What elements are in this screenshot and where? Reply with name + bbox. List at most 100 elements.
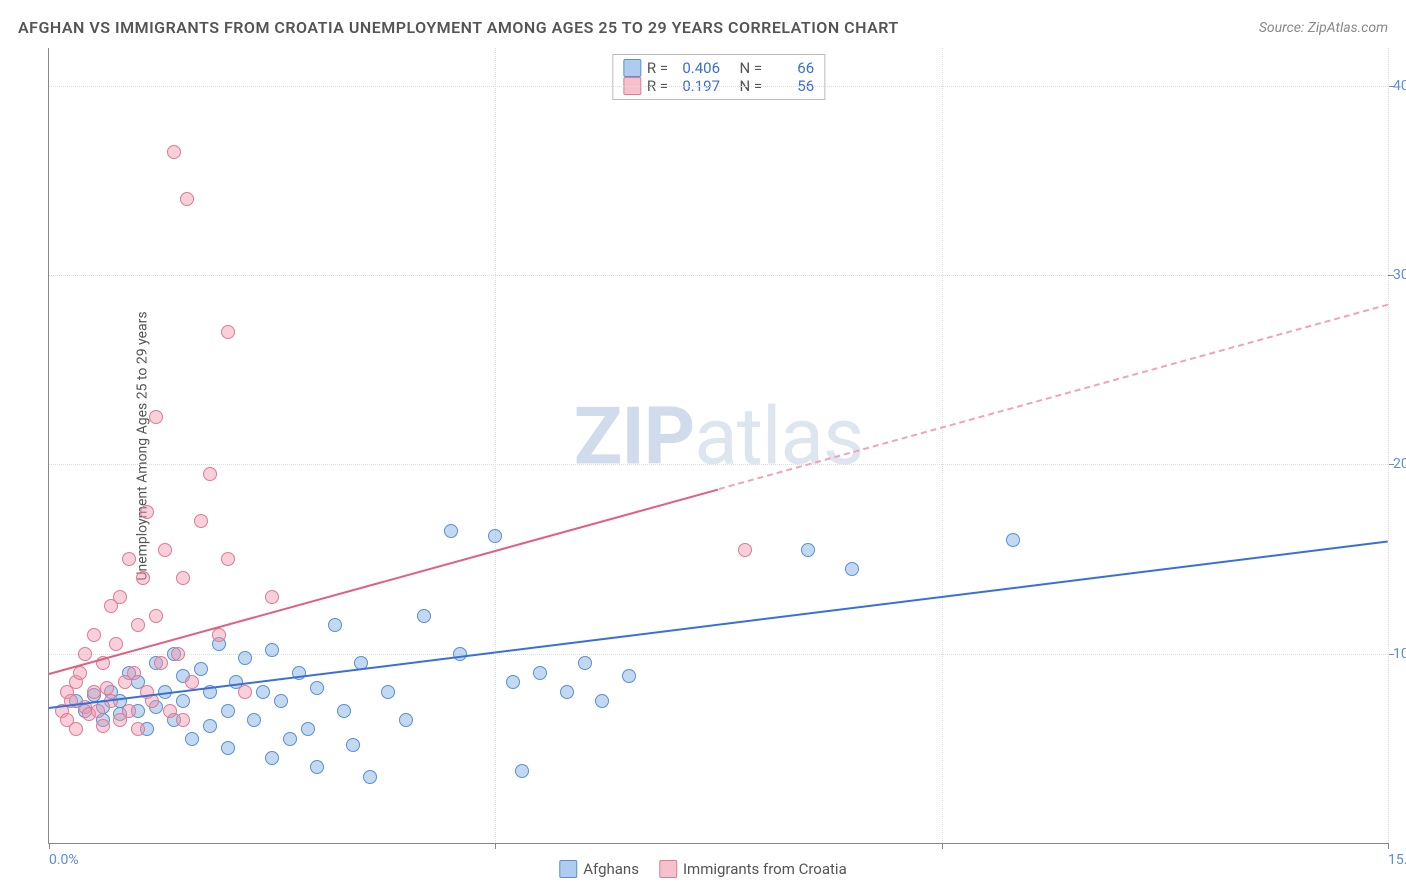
- data-point: [87, 685, 101, 699]
- data-point: [274, 694, 288, 708]
- data-point: [69, 722, 83, 736]
- data-point: [176, 571, 190, 585]
- data-point: [301, 722, 315, 736]
- data-point: [185, 732, 199, 746]
- data-point: [131, 618, 145, 632]
- data-point: [346, 738, 360, 752]
- legend-swatch: [623, 59, 641, 77]
- data-point: [622, 669, 636, 683]
- legend-r-value: 0.406: [674, 59, 720, 77]
- data-point: [310, 760, 324, 774]
- data-point: [221, 704, 235, 718]
- legend-correlation: R =0.406 N =66R =0.197 N =56: [612, 54, 825, 100]
- data-point: [154, 656, 168, 670]
- data-point: [845, 562, 859, 576]
- gridline-h: [49, 86, 1388, 87]
- data-point: [158, 543, 172, 557]
- gridline-h: [49, 275, 1388, 276]
- data-point: [506, 675, 520, 689]
- data-point: [91, 704, 105, 718]
- y-tick-label: 20.0%: [1393, 456, 1406, 472]
- watermark-light: atlas: [694, 389, 863, 483]
- data-point: [221, 741, 235, 755]
- legend-item: Immigrants from Croatia: [659, 860, 847, 878]
- data-point: [738, 543, 752, 557]
- data-point: [265, 751, 279, 765]
- data-point: [238, 685, 252, 699]
- legend-item: Afghans: [559, 860, 639, 878]
- y-tick-label: 30.0%: [1393, 267, 1406, 283]
- legend-n-label: N =: [740, 59, 763, 77]
- legend-swatch: [659, 860, 677, 878]
- data-point: [122, 704, 136, 718]
- data-point: [185, 675, 199, 689]
- data-point: [578, 656, 592, 670]
- title-row: AFGHAN VS IMMIGRANTS FROM CROATIA UNEMPL…: [18, 18, 1388, 37]
- chart-title: AFGHAN VS IMMIGRANTS FROM CROATIA UNEMPL…: [18, 18, 899, 37]
- data-point: [113, 590, 127, 604]
- data-point: [381, 685, 395, 699]
- data-point: [149, 410, 163, 424]
- data-point: [444, 524, 458, 538]
- data-point: [96, 719, 110, 733]
- trend-line: [49, 540, 1388, 709]
- data-point: [533, 666, 547, 680]
- data-point: [194, 514, 208, 528]
- data-point: [163, 704, 177, 718]
- legend-label: Immigrants from Croatia: [683, 860, 847, 878]
- source-label: Source: ZipAtlas.com: [1259, 20, 1388, 36]
- data-point: [78, 647, 92, 661]
- data-point: [176, 713, 190, 727]
- data-point: [515, 764, 529, 778]
- trend-line: [718, 304, 1388, 490]
- data-point: [363, 770, 377, 784]
- legend-n-value: 66: [768, 59, 814, 77]
- data-point: [453, 647, 467, 661]
- legend-label: Afghans: [583, 860, 639, 878]
- data-point: [167, 145, 181, 159]
- legend-swatch: [559, 860, 577, 878]
- data-point: [399, 713, 413, 727]
- data-point: [100, 681, 114, 695]
- data-point: [488, 529, 502, 543]
- data-point: [1006, 533, 1020, 547]
- watermark-bold: ZIP: [574, 389, 695, 483]
- data-point: [265, 590, 279, 604]
- data-point: [122, 552, 136, 566]
- data-point: [417, 609, 431, 623]
- legend-series: Afghans Immigrants from Croatia: [559, 860, 846, 878]
- y-tick-label: 10.0%: [1393, 646, 1406, 662]
- gridline-v: [495, 48, 496, 843]
- data-point: [221, 325, 235, 339]
- data-point: [247, 713, 261, 727]
- data-point: [560, 685, 574, 699]
- x-tick-label: 15.0%: [1388, 852, 1406, 868]
- tick-mark: [1388, 843, 1389, 849]
- scatter-plot: ZIPatlas R =0.406 N =66R =0.197 N =56 10…: [48, 48, 1388, 844]
- legend-r-label: R =: [647, 59, 668, 77]
- data-point: [127, 666, 141, 680]
- data-point: [328, 618, 342, 632]
- tick-mark: [49, 843, 50, 849]
- data-point: [256, 685, 270, 699]
- data-point: [136, 571, 150, 585]
- tick-mark: [495, 843, 496, 849]
- gridline-v: [1388, 48, 1389, 843]
- legend-row: R = 0.406 N = 66: [623, 59, 814, 77]
- data-point: [283, 732, 297, 746]
- data-point: [595, 694, 609, 708]
- data-point: [238, 651, 252, 665]
- data-point: [337, 704, 351, 718]
- y-tick-label: 40.0%: [1393, 78, 1406, 94]
- data-point: [171, 647, 185, 661]
- x-tick-label: 0.0%: [49, 852, 79, 868]
- data-point: [265, 643, 279, 657]
- data-point: [109, 637, 123, 651]
- data-point: [203, 467, 217, 481]
- gridline-v: [942, 48, 943, 843]
- data-point: [801, 543, 815, 557]
- gridline-h: [49, 464, 1388, 465]
- data-point: [203, 719, 217, 733]
- data-point: [87, 628, 101, 642]
- data-point: [180, 192, 194, 206]
